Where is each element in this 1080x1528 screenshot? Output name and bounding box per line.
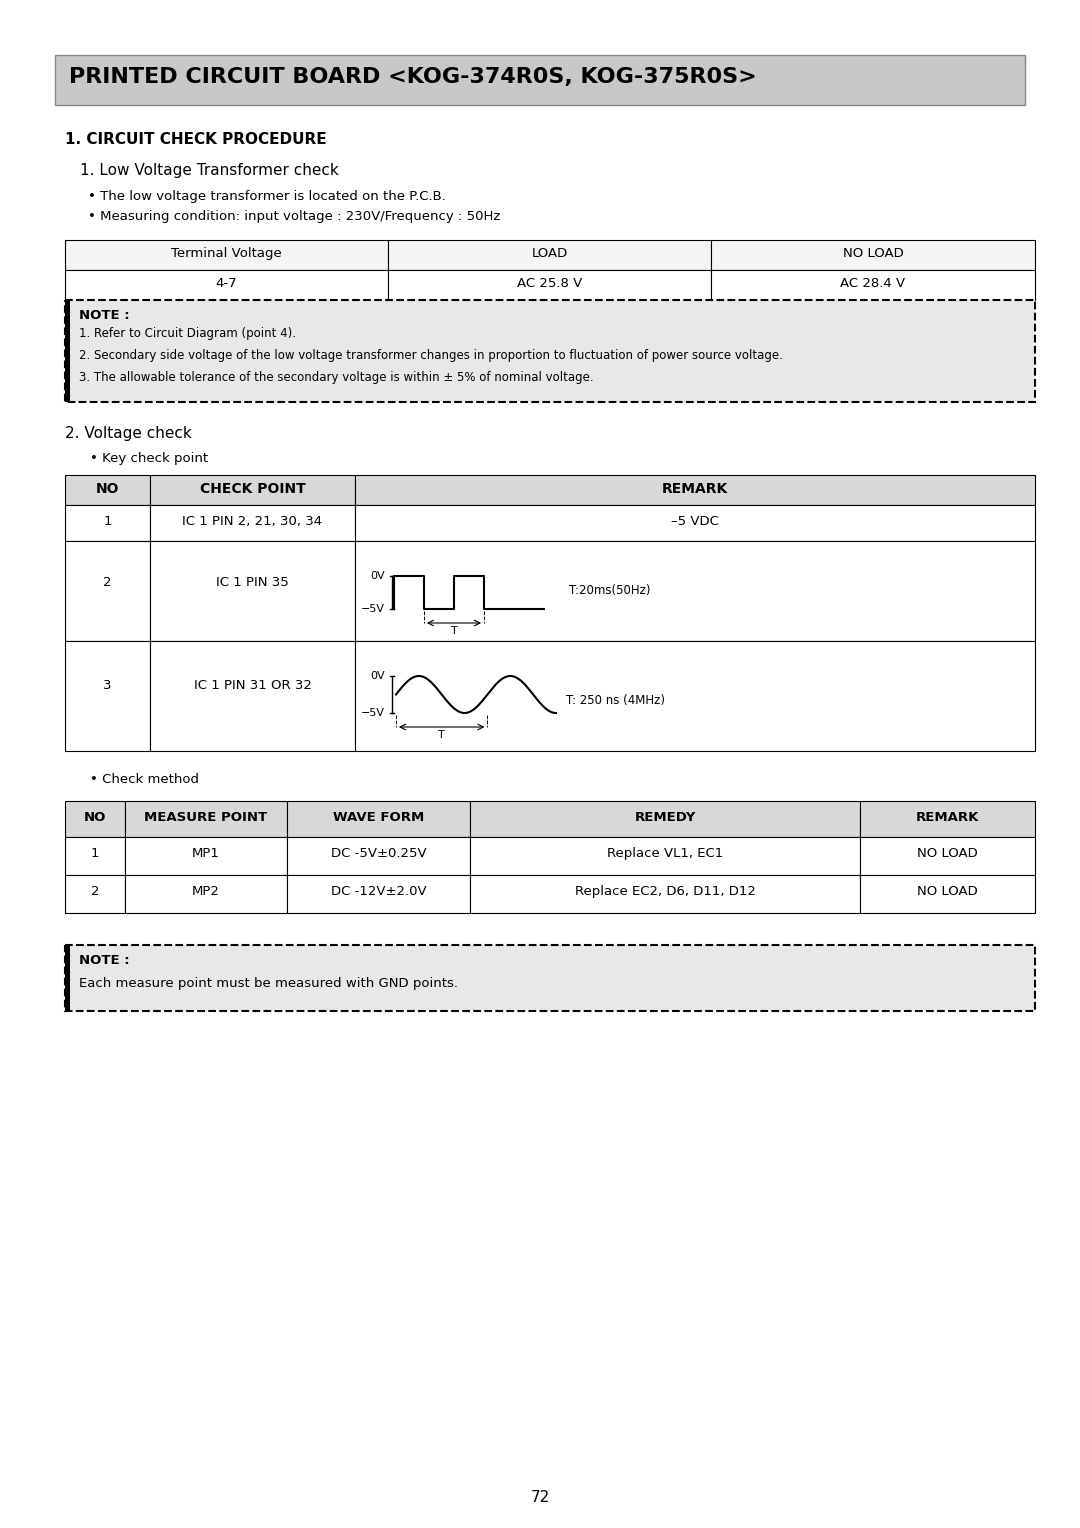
Text: • Check method: • Check method — [90, 773, 199, 785]
Bar — [65, 642, 150, 750]
Bar — [65, 876, 125, 914]
Text: Each measure point must be measured with GND points.: Each measure point must be measured with… — [79, 976, 458, 990]
Text: 3: 3 — [104, 678, 111, 692]
Bar — [860, 837, 1035, 876]
Text: REMARK: REMARK — [662, 481, 728, 497]
Text: REMARK: REMARK — [916, 811, 980, 824]
Text: T:20ms(50Hz): T:20ms(50Hz) — [569, 584, 650, 597]
Text: MP2: MP2 — [192, 885, 220, 898]
Text: NOTE :: NOTE : — [79, 309, 130, 322]
Text: PRINTED CIRCUIT BOARD <KOG-374R0S, KOG-375R0S>: PRINTED CIRCUIT BOARD <KOG-374R0S, KOG-3… — [69, 67, 757, 87]
Bar — [150, 642, 355, 750]
Bar — [65, 240, 388, 270]
Bar — [125, 837, 287, 876]
Bar — [65, 944, 70, 1012]
Bar — [711, 270, 1035, 299]
Text: 2. Secondary side voltage of the low voltage transformer changes in proportion t: 2. Secondary side voltage of the low vol… — [79, 348, 783, 362]
Text: 1. CIRCUIT CHECK PROCEDURE: 1. CIRCUIT CHECK PROCEDURE — [65, 131, 326, 147]
Text: 1: 1 — [104, 515, 111, 529]
Bar — [65, 299, 1035, 402]
Text: NO LOAD: NO LOAD — [917, 847, 977, 860]
Text: MEASURE POINT: MEASURE POINT — [145, 811, 268, 824]
Text: Terminal Voltage: Terminal Voltage — [171, 248, 282, 260]
Text: T: T — [450, 626, 457, 636]
Text: 3. The allowable tolerance of the secondary voltage is within ± 5% of nominal vo: 3. The allowable tolerance of the second… — [79, 371, 594, 384]
Text: NO: NO — [96, 481, 119, 497]
Text: Replace VL1, EC1: Replace VL1, EC1 — [607, 847, 724, 860]
Bar — [55, 55, 1025, 105]
Text: DC -12V±2.0V: DC -12V±2.0V — [330, 885, 427, 898]
Text: 4-7: 4-7 — [216, 277, 238, 290]
Text: REMEDY: REMEDY — [634, 811, 696, 824]
Bar — [355, 504, 1035, 541]
Bar — [287, 876, 470, 914]
Bar — [65, 270, 388, 299]
Bar — [355, 642, 1035, 750]
Text: 1. Low Voltage Transformer check: 1. Low Voltage Transformer check — [80, 163, 339, 177]
Text: NO LOAD: NO LOAD — [842, 248, 903, 260]
Bar — [150, 475, 355, 504]
Text: 2: 2 — [91, 885, 99, 898]
Bar — [150, 504, 355, 541]
Bar — [388, 270, 711, 299]
Bar — [125, 801, 287, 837]
Bar — [287, 837, 470, 876]
Text: WAVE FORM: WAVE FORM — [333, 811, 424, 824]
Bar — [388, 240, 711, 270]
Text: DC -5V±0.25V: DC -5V±0.25V — [330, 847, 427, 860]
Text: • The low voltage transformer is located on the P.C.B.: • The low voltage transformer is located… — [87, 189, 446, 203]
Bar — [860, 801, 1035, 837]
Bar — [470, 801, 860, 837]
Bar — [287, 801, 470, 837]
Text: IC 1 PIN 2, 21, 30, 34: IC 1 PIN 2, 21, 30, 34 — [183, 515, 323, 529]
Bar — [65, 837, 125, 876]
Text: IC 1 PIN 31 OR 32: IC 1 PIN 31 OR 32 — [193, 678, 311, 692]
Bar — [65, 504, 150, 541]
Text: T: T — [438, 730, 445, 740]
Bar — [65, 299, 1035, 402]
Text: Replace EC2, D6, D11, D12: Replace EC2, D6, D11, D12 — [575, 885, 755, 898]
Text: 0V: 0V — [370, 571, 384, 581]
Text: NO LOAD: NO LOAD — [917, 885, 977, 898]
Bar — [355, 475, 1035, 504]
Bar — [65, 299, 70, 402]
Bar — [150, 541, 355, 642]
Bar — [470, 837, 860, 876]
Text: • Measuring condition: input voltage : 230V/Frequency : 50Hz: • Measuring condition: input voltage : 2… — [87, 209, 500, 223]
Text: 1. Refer to Circuit Diagram (point 4).: 1. Refer to Circuit Diagram (point 4). — [79, 327, 296, 341]
Text: 2. Voltage check: 2. Voltage check — [65, 426, 192, 442]
Bar — [355, 541, 1035, 642]
Text: 1: 1 — [91, 847, 99, 860]
Bar — [65, 944, 1035, 1012]
Text: 72: 72 — [530, 1490, 550, 1505]
Bar — [711, 240, 1035, 270]
Bar — [65, 541, 150, 642]
Text: −5V: −5V — [361, 604, 384, 614]
Text: NOTE :: NOTE : — [79, 953, 130, 967]
Text: IC 1 PIN 35: IC 1 PIN 35 — [216, 576, 288, 588]
Text: • Key check point: • Key check point — [90, 452, 208, 465]
Text: 0V: 0V — [370, 671, 384, 681]
Text: 2: 2 — [104, 576, 111, 588]
Text: −5V: −5V — [361, 707, 384, 718]
Text: NO: NO — [84, 811, 106, 824]
Bar — [65, 475, 150, 504]
Text: MP1: MP1 — [192, 847, 220, 860]
Text: CHECK POINT: CHECK POINT — [200, 481, 306, 497]
Bar — [125, 876, 287, 914]
Text: LOAD: LOAD — [531, 248, 568, 260]
Text: –5 VDC: –5 VDC — [671, 515, 719, 529]
Bar — [65, 801, 125, 837]
Bar — [470, 876, 860, 914]
Bar — [65, 944, 1035, 1012]
Text: AC 25.8 V: AC 25.8 V — [517, 277, 582, 290]
Text: AC 28.4 V: AC 28.4 V — [840, 277, 905, 290]
Bar — [860, 876, 1035, 914]
Text: T: 250 ns (4MHz): T: 250 ns (4MHz) — [566, 694, 665, 707]
